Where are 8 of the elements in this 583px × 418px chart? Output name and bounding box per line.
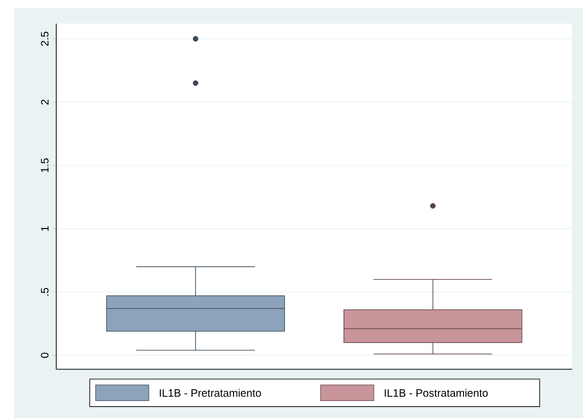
legend-label: IL1B - Postratamiento: [384, 388, 488, 397]
y-tick-label: 1.5: [41, 158, 49, 172]
y-tick-label: .5: [41, 288, 49, 296]
legend-label: IL1B - Pretratamiento: [160, 388, 261, 397]
y-tick-label: 1: [41, 226, 49, 231]
y-tick-label: 2: [41, 99, 49, 104]
y-tick-label: 2.5: [40, 32, 49, 46]
y-tick-label: 0: [40, 352, 49, 358]
